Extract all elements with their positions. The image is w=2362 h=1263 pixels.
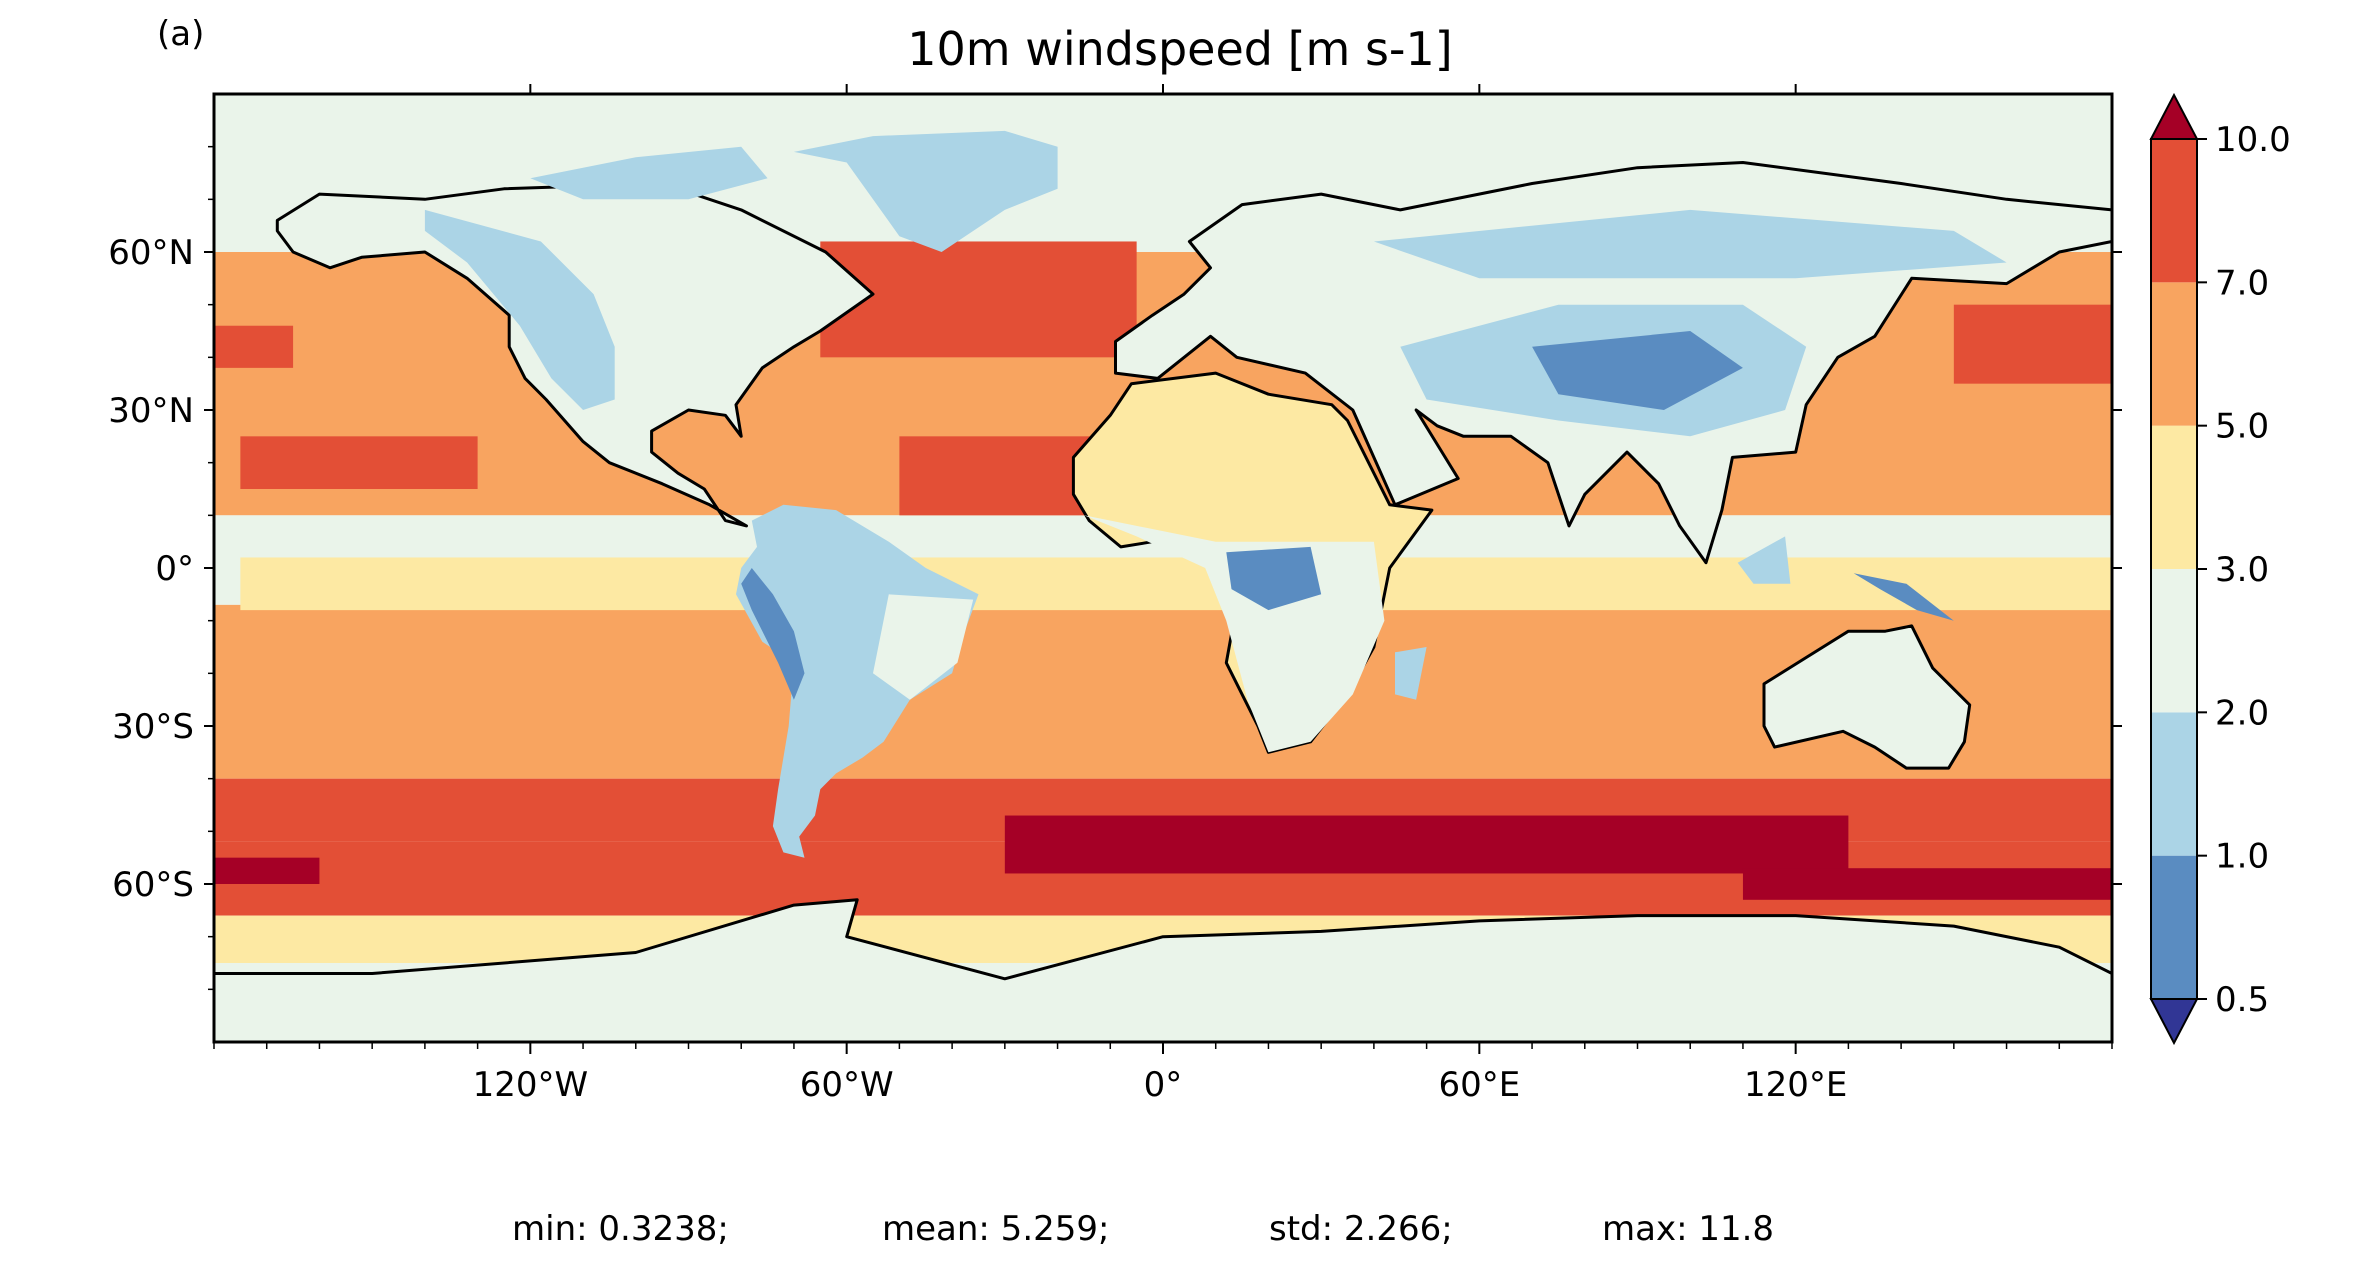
colorbar-segment — [2151, 139, 2197, 283]
lon-tick-label: 120°E — [1744, 1065, 1847, 1105]
land-australia — [1762, 624, 1972, 770]
lon-tick-label: 60°E — [1438, 1065, 1520, 1105]
land-borneo-new-guinea — [1737, 536, 1791, 584]
colorbar-tick-label: 10.0 — [2215, 120, 2291, 160]
colorbar-segment — [2151, 282, 2197, 426]
colorbar-segment — [2151, 425, 2197, 569]
ocean-patch-2 — [820, 241, 1137, 358]
lon-tick-label: 120°W — [473, 1065, 589, 1105]
stat-max: max: 11.8 — [1602, 1209, 1774, 1249]
ocean-patch-5 — [1004, 815, 1849, 874]
wind-field — [214, 94, 2112, 1042]
land-greenland — [793, 130, 1058, 252]
ocean-patch-6 — [1742, 868, 2112, 900]
ocean-patch-3 — [214, 325, 294, 368]
colorbar-segment — [2151, 712, 2197, 856]
lat-tick-label: 0° — [155, 549, 194, 589]
ocean-patch-0 — [240, 436, 478, 489]
stat-mean: mean: 5.259; — [882, 1209, 1109, 1249]
ocean-patch-7 — [214, 857, 320, 884]
stat-min: min: 0.3238; — [512, 1209, 729, 1249]
colorbar-tick-label: 5.0 — [2215, 407, 2269, 447]
colorbar-extend-min — [2149, 998, 2199, 1046]
land-rockies — [424, 209, 615, 410]
land-congo-basin — [1226, 546, 1322, 611]
stat-std: std: 2.266; — [1269, 1209, 1453, 1249]
colorbar-segment — [2151, 855, 2197, 999]
colorbar-tick-label: 2.0 — [2215, 693, 2269, 733]
lat-tick-label: 30°S — [112, 707, 194, 747]
lat-tick-label: 60°N — [108, 233, 194, 273]
land-new-guinea — [1853, 573, 1954, 621]
latitude-axis: 60°N 30°N 0° 30°S 60°S — [108, 145, 2122, 991]
colorbar-tick-label: 0.5 — [2215, 980, 2269, 1020]
panel-label: (a) — [157, 14, 204, 54]
map-title: 10m windspeed [m s-1] — [907, 22, 1452, 76]
ocean-patch-4 — [1953, 304, 2112, 384]
colorbar: 0.5 1.0 2.0 3.0 5.0 7.0 10.0 — [2149, 92, 2291, 1046]
land-siberia — [1373, 209, 2007, 279]
lat-tick-label: 30°N — [108, 391, 194, 431]
land-arctic-archipelago — [530, 146, 768, 200]
lon-tick-label: 60°W — [800, 1065, 894, 1105]
colorbar-tick-label: 3.0 — [2215, 550, 2269, 590]
land-tibet-core — [1532, 331, 1743, 410]
colorbar-tick-label: 7.0 — [2215, 263, 2269, 303]
ocean-patch-8 — [240, 557, 2112, 611]
land-antarctica — [214, 898, 2112, 1042]
land-madagascar — [1395, 647, 1427, 700]
longitude-axis: 120°W 60°W 0° 60°E 120°E — [213, 84, 2113, 1105]
colorbar-segment — [2151, 569, 2197, 713]
colorbar-extend-max — [2149, 92, 2199, 140]
land-brazil-highlands — [873, 594, 974, 700]
land-south-america — [736, 504, 979, 858]
land-andes — [741, 568, 805, 700]
colorbar-tick-label: 1.0 — [2215, 837, 2269, 877]
lat-tick-label: 60°S — [112, 865, 194, 905]
summary-statistics: min: 0.3238; mean: 5.259; std: 2.266; ma… — [512, 1209, 1774, 1249]
lon-tick-label: 0° — [1144, 1065, 1183, 1105]
